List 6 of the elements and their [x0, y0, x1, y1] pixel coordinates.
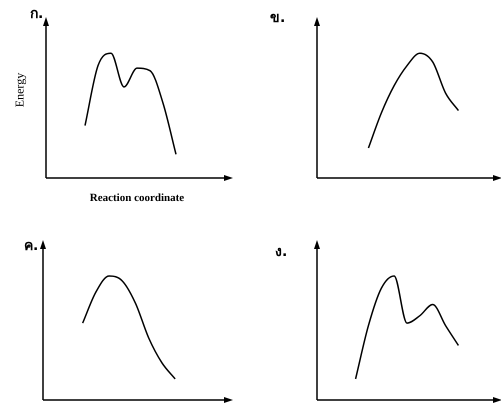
chart-title: ข.	[270, 9, 286, 28]
chart-title: ง.	[275, 243, 288, 262]
x-axis-title: Reaction coordinate	[90, 192, 184, 204]
chart-title: ค.	[24, 237, 38, 256]
y-axis-title: Energy	[12, 72, 28, 108]
chart-title: ก.	[30, 5, 44, 24]
